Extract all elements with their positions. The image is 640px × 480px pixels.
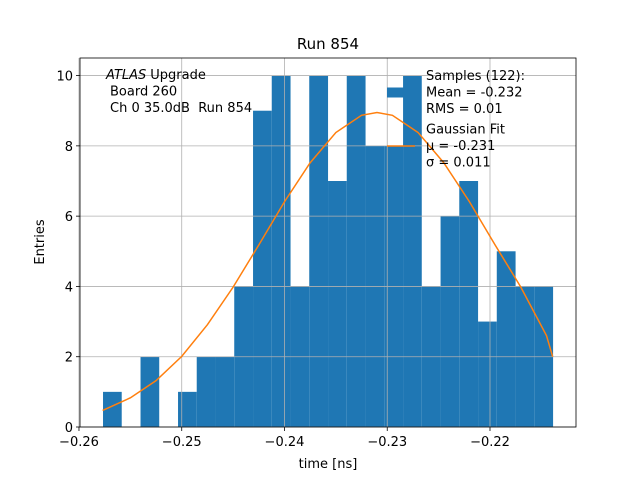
annotation-text: Board 260 bbox=[110, 85, 177, 100]
annotation-text: Ch 0 35.0dB Run 854 bbox=[110, 101, 252, 116]
chart-title: Run 854 bbox=[297, 35, 359, 53]
histogram-bar bbox=[496, 251, 516, 427]
x-tick-label: −0.24 bbox=[265, 435, 305, 450]
legend-swatch bbox=[387, 87, 415, 98]
histogram-bar bbox=[478, 321, 497, 427]
annotation: ATLAS Upgrade bbox=[105, 68, 206, 83]
histogram-bar bbox=[215, 356, 235, 427]
histogram-bar bbox=[178, 391, 197, 427]
fit-line bbox=[102, 111, 554, 412]
x-axis-label: time [ns] bbox=[299, 457, 358, 472]
histogram-bar bbox=[346, 75, 366, 428]
x-tick-label: −0.23 bbox=[367, 435, 407, 450]
histogram-bar bbox=[440, 216, 460, 427]
annotation-text: ATLAS bbox=[105, 68, 146, 83]
annotation: Board 260 bbox=[110, 85, 177, 100]
y-tick-label: 6 bbox=[65, 210, 73, 225]
annotation-text: Upgrade bbox=[150, 68, 206, 83]
x-tick-label: −0.22 bbox=[470, 435, 510, 450]
legend-label: Gaussian Fit bbox=[426, 123, 505, 138]
legend-label: RMS = 0.01 bbox=[426, 102, 503, 117]
axes-frame bbox=[79, 57, 577, 428]
legend-label: μ = -0.231 bbox=[426, 139, 495, 154]
y-tick-label: 10 bbox=[56, 70, 73, 85]
histogram-bar bbox=[403, 75, 422, 428]
legend-label: Mean = -0.232 bbox=[426, 86, 522, 101]
legend-label: σ = 0.011 bbox=[426, 156, 491, 171]
histogram-bar bbox=[196, 356, 216, 427]
legend-label: Samples (122): bbox=[426, 69, 525, 84]
histogram-bar bbox=[309, 75, 329, 428]
histogram-bar bbox=[271, 75, 291, 428]
histogram-bar bbox=[459, 181, 479, 427]
y-tick-label: 4 bbox=[65, 280, 73, 295]
x-tick-label: −0.26 bbox=[59, 435, 99, 450]
histogram-bar bbox=[328, 181, 347, 427]
annotation: Ch 0 35.0dB Run 854 bbox=[110, 101, 252, 116]
histogram-bar bbox=[253, 110, 272, 427]
y-tick-label: 0 bbox=[65, 421, 73, 436]
y-axis-label: Entries bbox=[33, 219, 48, 265]
y-tick-label: 2 bbox=[65, 351, 73, 366]
x-tick-label: −0.25 bbox=[162, 435, 202, 450]
histogram-bar bbox=[140, 356, 160, 427]
histogram-bar bbox=[103, 391, 122, 427]
y-tick-label: 8 bbox=[65, 140, 73, 155]
